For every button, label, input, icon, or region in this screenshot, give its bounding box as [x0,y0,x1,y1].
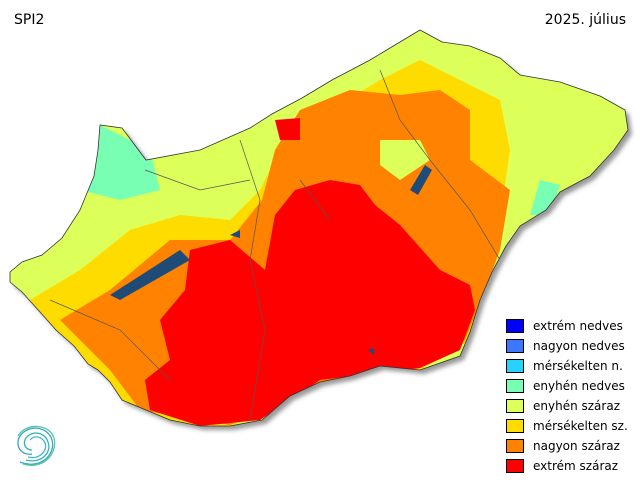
legend-item: enyhén nedves [506,376,628,396]
legend-swatch [506,399,524,413]
legend-swatch [506,419,524,433]
index-title: SPI2 [14,12,45,28]
legend-item: enyhén száraz [506,396,628,416]
lake-tisza [410,165,432,195]
legend-item: extrém nedves [506,316,628,336]
period-title: 2025. július [544,12,626,28]
county-borders [49,69,501,421]
legend-label: extrém száraz [533,459,619,473]
lake-balaton [110,250,190,300]
legend-label: extrém nedves [533,319,623,333]
legend: extrém nedves nagyon nedves mérsékelten … [506,316,628,476]
legend-label: mérsékelten n. [533,359,623,373]
legend-label: nagyon száraz [533,439,620,453]
legend-swatch [506,439,524,453]
legend-item: mérsékelten sz. [506,416,628,436]
legend-swatch [506,459,524,473]
legend-swatch [506,379,524,393]
legend-label: mérsékelten sz. [533,419,628,433]
legend-item: mérsékelten n. [506,356,628,376]
legend-swatch [506,319,524,333]
spiral-logo-icon [17,425,56,466]
legend-label: nagyon nedves [533,339,625,353]
region-extrem-szaraz [145,180,475,426]
legend-item: extrém száraz [506,456,628,476]
legend-label: enyhén száraz [533,399,620,413]
legend-label: enyhén nedves [533,379,625,393]
legend-item: nagyon nedves [506,336,628,356]
legend-swatch [506,359,524,373]
legend-item: nagyon száraz [506,436,628,456]
legend-swatch [506,339,524,353]
